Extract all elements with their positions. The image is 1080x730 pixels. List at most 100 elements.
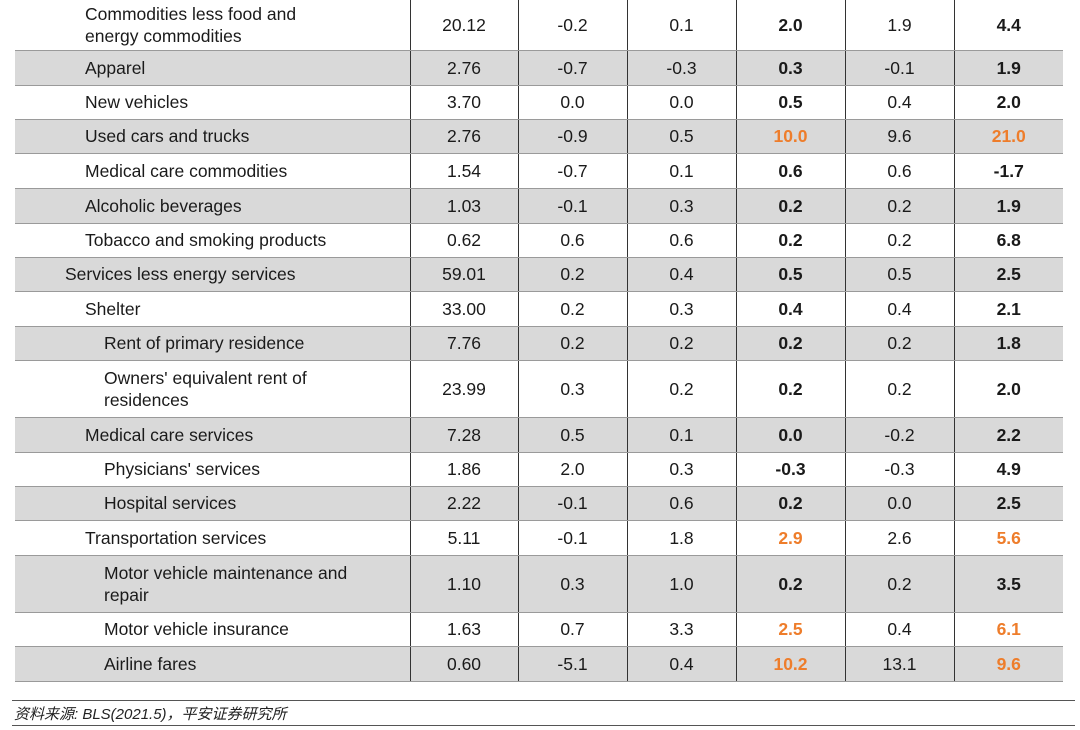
value-cell: 0.1 bbox=[626, 0, 736, 51]
row-label: Shelter bbox=[15, 291, 410, 327]
cpi-table: Commodities less food and energy commodi… bbox=[15, 0, 1063, 682]
value-cell: 0.5 bbox=[517, 417, 627, 453]
value-cell: 0.2 bbox=[844, 223, 954, 258]
table-row: Hospital services 2.22 -0.1 0.6 0.2 0.0 2.5 bbox=[15, 486, 1063, 521]
bold-value-cell: 0.6 bbox=[735, 153, 845, 189]
bold-value-cell: 2.0 bbox=[953, 85, 1063, 120]
row-label: Airline fares bbox=[15, 646, 410, 682]
bold-value-cell: 2.0 bbox=[735, 0, 845, 51]
value-cell: 0.0 bbox=[626, 85, 736, 120]
table-row: Medical care commodities 1.54 -0.7 0.1 0.6 0.… bbox=[15, 153, 1063, 189]
bold-value-cell: 21.0 bbox=[953, 119, 1063, 154]
value-cell: -0.1 bbox=[517, 520, 627, 556]
value-cell: 0.2 bbox=[517, 326, 627, 361]
table-row: Physicians' services 1.86 2.0 0.3 -0.3 -0.3 4.… bbox=[15, 452, 1063, 487]
row-label: New vehicles bbox=[15, 85, 410, 120]
relative-importance-cell: 20.12 bbox=[409, 0, 518, 51]
table-row: Shelter 33.00 0.2 0.3 0.4 0.4 2.1 bbox=[15, 291, 1063, 327]
bold-value-cell: 1.9 bbox=[953, 50, 1063, 86]
value-cell: 0.1 bbox=[626, 417, 736, 453]
value-cell: 0.6 bbox=[844, 153, 954, 189]
bold-value-cell: 2.9 bbox=[735, 520, 845, 556]
table-row: Services less energy services 59.01 0.2 0.4… bbox=[15, 257, 1063, 292]
value-cell: 0.0 bbox=[844, 486, 954, 521]
table-row: Motor vehicle maintenance and repair 1.10… bbox=[15, 555, 1063, 613]
relative-importance-cell: 1.86 bbox=[409, 452, 518, 487]
value-cell: 0.6 bbox=[626, 223, 736, 258]
row-label: Medical care commodities bbox=[15, 153, 410, 189]
table-row: New vehicles 3.70 0.0 0.0 0.5 0.4 2.0 bbox=[15, 85, 1063, 120]
value-cell: 13.1 bbox=[844, 646, 954, 682]
table-row: Commodities less food and energy commodi… bbox=[15, 0, 1063, 51]
table-row: Medical care services 7.28 0.5 0.1 0.0 -0.2 2.… bbox=[15, 417, 1063, 453]
value-cell: 0.2 bbox=[517, 257, 627, 292]
bold-value-cell: 0.2 bbox=[735, 555, 845, 613]
row-label: Motor vehicle insurance bbox=[15, 612, 410, 647]
value-cell: 0.7 bbox=[517, 612, 627, 647]
table-body: Commodities less food and energy commodi… bbox=[15, 0, 1063, 682]
row-label: Transportation services bbox=[15, 520, 410, 556]
bold-value-cell: -1.7 bbox=[953, 153, 1063, 189]
table-row: Owners' equivalent rent of residences 23.… bbox=[15, 360, 1063, 418]
value-cell: -0.9 bbox=[517, 119, 627, 154]
bold-value-cell: 3.5 bbox=[953, 555, 1063, 613]
relative-importance-cell: 0.62 bbox=[409, 223, 518, 258]
value-cell: -0.7 bbox=[517, 153, 627, 189]
relative-importance-cell: 23.99 bbox=[409, 360, 518, 418]
value-cell: 0.1 bbox=[626, 153, 736, 189]
relative-importance-cell: 7.28 bbox=[409, 417, 518, 453]
source-bottom-rule bbox=[12, 725, 1075, 726]
bold-value-cell: 0.3 bbox=[735, 50, 845, 86]
value-cell: 0.2 bbox=[844, 188, 954, 224]
relative-importance-cell: 5.11 bbox=[409, 520, 518, 556]
value-cell: 0.4 bbox=[626, 257, 736, 292]
bold-value-cell: 1.9 bbox=[953, 188, 1063, 224]
bold-value-cell: 4.9 bbox=[953, 452, 1063, 487]
bold-value-cell: 0.2 bbox=[735, 326, 845, 361]
table-row: Airline fares 0.60 -5.1 0.4 10.2 13.1 9.6 bbox=[15, 646, 1063, 682]
row-label: Used cars and trucks bbox=[15, 119, 410, 154]
value-cell: 0.3 bbox=[626, 291, 736, 327]
table-row: Motor vehicle insurance 1.63 0.7 3.3 2.5 0.4 6… bbox=[15, 612, 1063, 647]
relative-importance-cell: 2.76 bbox=[409, 50, 518, 86]
table-row: Rent of primary residence 7.76 0.2 0.2 0.2 0.… bbox=[15, 326, 1063, 361]
value-cell: 0.2 bbox=[626, 360, 736, 418]
bold-value-cell: 0.2 bbox=[735, 223, 845, 258]
row-label: Alcoholic beverages bbox=[15, 188, 410, 224]
bold-value-cell: 0.2 bbox=[735, 188, 845, 224]
row-label: Rent of primary residence bbox=[15, 326, 410, 361]
value-cell: 0.5 bbox=[626, 119, 736, 154]
row-label: Motor vehicle maintenance and repair bbox=[15, 555, 410, 613]
value-cell: 0.3 bbox=[626, 188, 736, 224]
value-cell: 0.3 bbox=[626, 452, 736, 487]
table-row: Tobacco and smoking products 0.62 0.6 0.6 0.… bbox=[15, 223, 1063, 258]
row-label: Owners' equivalent rent of residences bbox=[15, 360, 410, 418]
value-cell: 0.2 bbox=[844, 555, 954, 613]
row-label: Commodities less food and energy commodi… bbox=[15, 0, 410, 51]
value-cell: -0.3 bbox=[844, 452, 954, 487]
row-label: Services less energy services bbox=[15, 257, 410, 292]
relative-importance-cell: 2.22 bbox=[409, 486, 518, 521]
bold-value-cell: 0.2 bbox=[735, 486, 845, 521]
relative-importance-cell: 59.01 bbox=[409, 257, 518, 292]
value-cell: 0.3 bbox=[517, 555, 627, 613]
value-cell: 0.4 bbox=[844, 612, 954, 647]
row-label: Apparel bbox=[15, 50, 410, 86]
value-cell: 0.6 bbox=[626, 486, 736, 521]
bold-value-cell: 2.1 bbox=[953, 291, 1063, 327]
value-cell: 0.4 bbox=[844, 291, 954, 327]
bold-value-cell: 1.8 bbox=[953, 326, 1063, 361]
row-label: Medical care services bbox=[15, 417, 410, 453]
bold-value-cell: 0.0 bbox=[735, 417, 845, 453]
value-cell: 0.2 bbox=[844, 326, 954, 361]
relative-importance-cell: 1.10 bbox=[409, 555, 518, 613]
value-cell: -0.1 bbox=[844, 50, 954, 86]
table-row: Alcoholic beverages 1.03 -0.1 0.3 0.2 0.2 1.9 bbox=[15, 188, 1063, 224]
table-row: Used cars and trucks 2.76 -0.9 0.5 10.0 9.6 21… bbox=[15, 119, 1063, 154]
row-label: Physicians' services bbox=[15, 452, 410, 487]
bold-value-cell: 6.1 bbox=[953, 612, 1063, 647]
relative-importance-cell: 1.54 bbox=[409, 153, 518, 189]
bold-value-cell: 0.5 bbox=[735, 85, 845, 120]
bold-value-cell: 10.0 bbox=[735, 119, 845, 154]
